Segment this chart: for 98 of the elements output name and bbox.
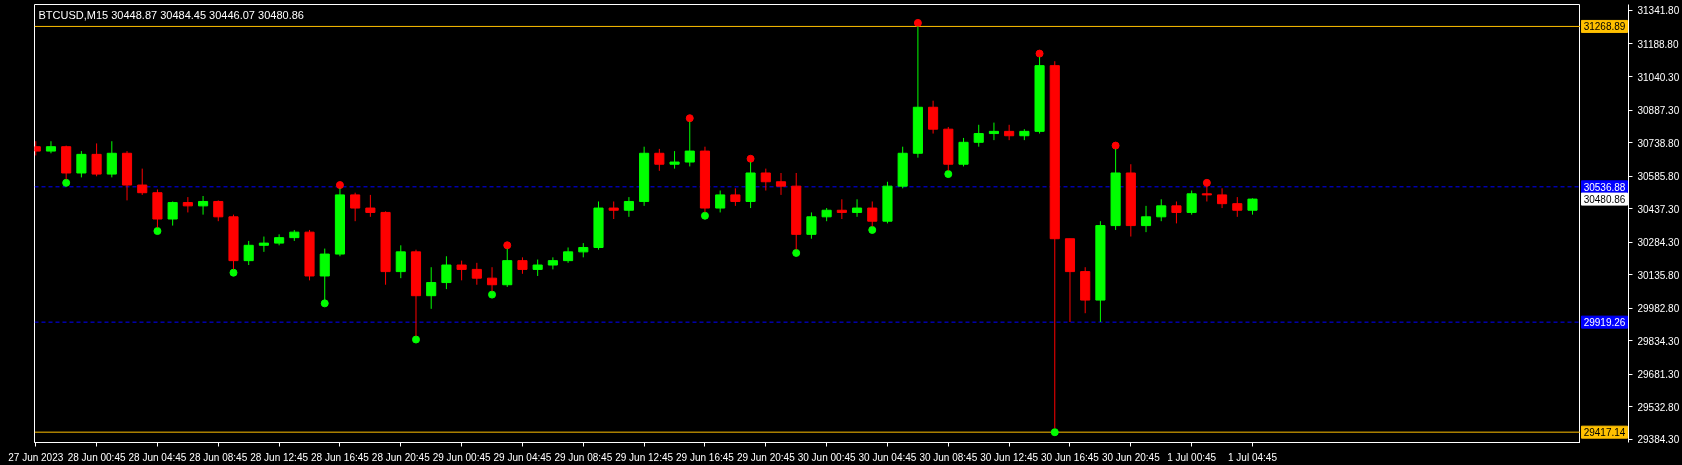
ref-line-label: 29919.26 bbox=[1583, 317, 1626, 329]
point bbox=[913, 18, 922, 27]
candlestick bbox=[182, 196, 193, 213]
candlestick bbox=[426, 266, 437, 310]
x-tick-label: 30 Jun 12:45 bbox=[980, 451, 1039, 463]
candlestick bbox=[760, 168, 771, 192]
candlestick bbox=[958, 137, 969, 167]
candlestick bbox=[167, 200, 178, 227]
candlestick bbox=[395, 244, 406, 279]
ref-line-label: 29417.14 bbox=[1583, 427, 1626, 439]
y-tick-label: 30284.30 bbox=[1637, 237, 1680, 249]
x-tick-label: 29 Jun 00:45 bbox=[432, 451, 491, 463]
y-tick-label: 30437.30 bbox=[1637, 203, 1680, 215]
y-tick-label: 31341.80 bbox=[1637, 5, 1680, 17]
candlestick bbox=[1171, 200, 1182, 224]
candlestick bbox=[471, 262, 482, 286]
chart-title: BTCUSD,M15 30448.87 30484.45 30446.07 30480.86 bbox=[38, 8, 304, 21]
candlestick bbox=[1156, 198, 1167, 222]
point bbox=[746, 154, 755, 163]
x-tick-label: 29 Jun 08:45 bbox=[554, 451, 613, 463]
candlestick bbox=[441, 255, 452, 290]
y-tick-label: 30585.80 bbox=[1637, 171, 1680, 183]
candlestick bbox=[198, 195, 209, 216]
x-tick-label: 30 Jun 16:45 bbox=[1041, 451, 1100, 463]
candlestick bbox=[988, 122, 999, 141]
candlestick bbox=[715, 190, 726, 213]
candlestick bbox=[45, 140, 57, 154]
y-tick-label: 29532.80 bbox=[1637, 401, 1680, 413]
x-tick-label: 30 Jun 08:45 bbox=[919, 451, 978, 463]
y-tick-label: 31188.80 bbox=[1637, 38, 1679, 50]
x-tick-label: 1 Jul 00:45 bbox=[1167, 451, 1217, 463]
candlestick bbox=[106, 140, 117, 178]
point bbox=[1035, 49, 1044, 58]
y-tick-label: 30887.30 bbox=[1637, 105, 1680, 117]
candlestick bbox=[456, 260, 467, 281]
x-tick-label: 30 Jun 04:45 bbox=[858, 451, 917, 463]
x-tick-label: 28 Jun 20:45 bbox=[371, 451, 431, 463]
point bbox=[62, 178, 71, 187]
y-tick-label: 30135.80 bbox=[1637, 269, 1680, 281]
point bbox=[1202, 178, 1211, 187]
candlestick bbox=[91, 142, 102, 177]
candlestick bbox=[1140, 205, 1152, 233]
y-tick-label: 29834.30 bbox=[1637, 335, 1680, 347]
x-tick-label: 28 Jun 04:45 bbox=[128, 451, 187, 463]
x-tick-label: 29 Jun 20:45 bbox=[736, 451, 796, 463]
candlestick bbox=[243, 240, 254, 266]
point bbox=[944, 170, 953, 179]
candlestick bbox=[1004, 124, 1015, 141]
x-tick-label: 28 Jun 00:45 bbox=[67, 451, 126, 463]
x-tick-label: 27 Jun 2023 bbox=[8, 451, 64, 463]
candlestick bbox=[350, 192, 361, 222]
candlestick bbox=[836, 198, 847, 220]
candlestick bbox=[213, 199, 224, 222]
x-tick-label: 29 Jun 04:45 bbox=[493, 451, 552, 463]
y-tick-label: 29384.30 bbox=[1637, 434, 1680, 446]
text: 30480.86 bbox=[1583, 194, 1626, 206]
y-tick-label: 29982.80 bbox=[1637, 303, 1680, 315]
ref-line-label: 31268.89 bbox=[1583, 21, 1626, 33]
candlestick bbox=[775, 172, 787, 196]
point bbox=[335, 181, 344, 190]
candlestick bbox=[76, 150, 87, 178]
point bbox=[229, 268, 238, 277]
candlestick bbox=[851, 198, 863, 218]
x-tick-label: 30 Jun 20:45 bbox=[1101, 451, 1161, 463]
y-tick-label: 30738.80 bbox=[1637, 137, 1680, 149]
point bbox=[153, 227, 162, 236]
point bbox=[1050, 428, 1059, 437]
point bbox=[792, 248, 801, 257]
x-tick-label: 28 Jun 12:45 bbox=[250, 451, 309, 463]
point bbox=[411, 335, 420, 344]
candlestick bbox=[258, 236, 269, 253]
y-tick-label: 29681.30 bbox=[1637, 369, 1680, 381]
point bbox=[320, 299, 329, 308]
x-tick-label: 28 Jun 16:45 bbox=[311, 451, 370, 463]
point bbox=[488, 290, 497, 299]
candlestick bbox=[137, 168, 148, 196]
candlestick bbox=[623, 196, 634, 218]
candlestick bbox=[928, 100, 939, 135]
x-tick-label: 30 Jun 00:45 bbox=[797, 451, 856, 463]
point bbox=[503, 241, 512, 250]
candlestick bbox=[1232, 196, 1243, 218]
point bbox=[685, 114, 694, 123]
point bbox=[1111, 141, 1120, 150]
x-tick-label: 29 Jun 16:45 bbox=[676, 451, 735, 463]
candlestick bbox=[654, 148, 665, 172]
candlestick bbox=[1217, 187, 1228, 209]
candlestick bbox=[1186, 190, 1197, 216]
candlestick bbox=[547, 256, 558, 270]
x-tick-label: 28 Jun 08:45 bbox=[189, 451, 248, 463]
point bbox=[700, 211, 709, 220]
x-tick-label: 29 Jun 12:45 bbox=[615, 451, 674, 463]
point bbox=[868, 225, 877, 234]
candlestick bbox=[365, 194, 376, 218]
y-tick-label: 31040.30 bbox=[1637, 71, 1680, 83]
ref-line-label: 30536.88 bbox=[1583, 181, 1626, 193]
candlestick bbox=[973, 124, 984, 148]
candlestick bbox=[806, 211, 817, 240]
x-tick-label: 1 Jul 04:45 bbox=[1228, 451, 1278, 463]
